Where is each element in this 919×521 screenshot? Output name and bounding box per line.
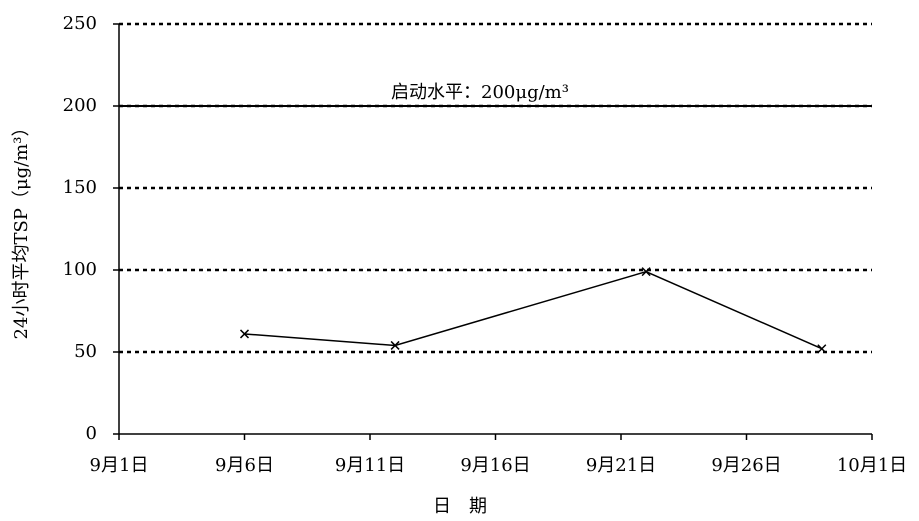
point-marker (817, 344, 827, 354)
y-tick-label: 50 (74, 341, 97, 362)
x-axis-label: 日 期 (433, 496, 487, 517)
threshold-label: 启动水平：200μg/m³ (391, 82, 569, 103)
series-line (244, 270, 823, 350)
x-tick-label: 9月16日 (460, 455, 530, 476)
y-tick-label: 250 (63, 13, 97, 34)
y-tick-label: 200 (63, 95, 97, 116)
x-tick-label: 9月11日 (335, 455, 405, 476)
y-tick-label: 100 (63, 259, 97, 280)
point-marker (239, 329, 250, 339)
x-tick-label: 9月6日 (215, 455, 274, 476)
point-marker (641, 267, 651, 277)
x-tick-label: 9月21日 (586, 455, 656, 476)
x-tick-label: 9月1日 (90, 455, 149, 476)
x-tick-label: 10月1日 (837, 455, 907, 476)
point-marker (390, 340, 400, 350)
y-tick-label: 0 (86, 423, 97, 444)
y-axis-label: 24小时平均TSP（μg/m³） (11, 119, 32, 340)
x-tick-label: 9月26日 (711, 455, 781, 476)
y-tick-label: 150 (63, 177, 97, 198)
